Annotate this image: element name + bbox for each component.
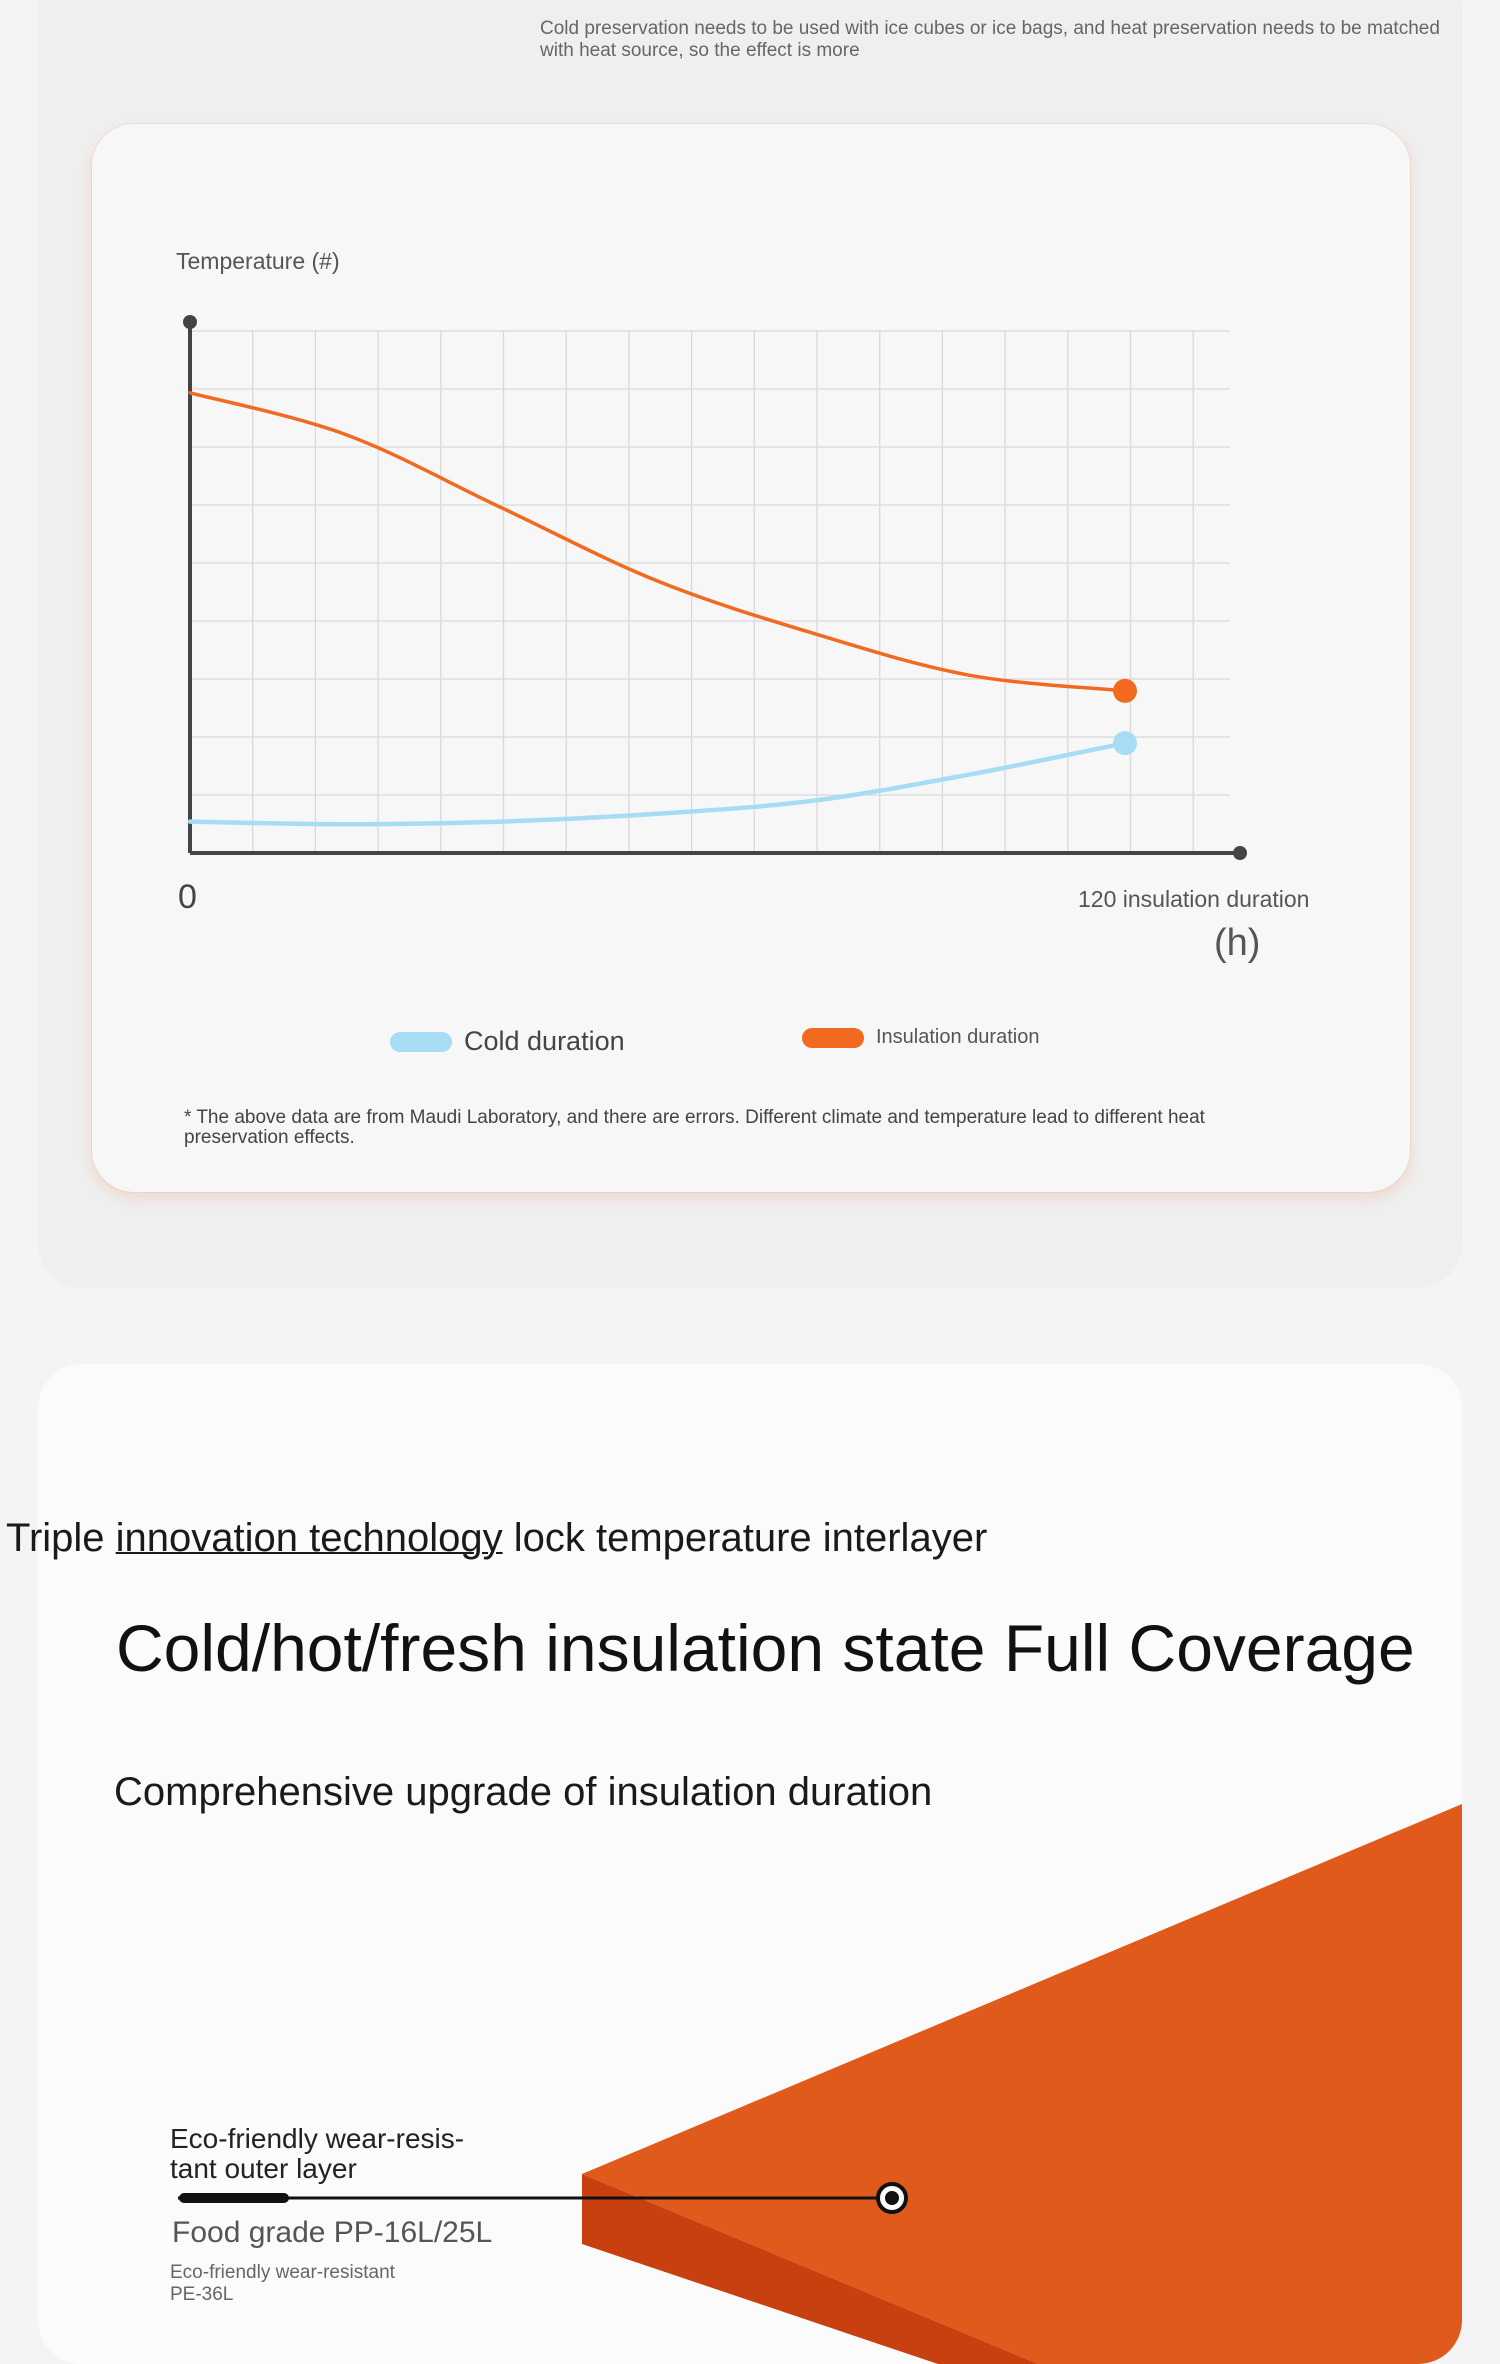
technology-line-pre: Triple [6, 1516, 116, 1560]
interlayer-section [38, 1364, 1462, 2364]
layer-food-grade-label: Food grade PP-16L/25L [172, 2216, 493, 2249]
layer-pe-label: Eco-friendly wear-resistant PE-36L [170, 2262, 395, 2305]
legend-swatch-cold [390, 1031, 452, 1052]
chart-card [92, 124, 1410, 1192]
insulation-end-dot [1113, 678, 1137, 703]
cold-series-line [187, 740, 1128, 827]
technology-line-post: lock temperature interlayer [502, 1516, 988, 1560]
chart-footnote: * The above data are from Maudi Laborato… [184, 1107, 1205, 1148]
x-axis-end-dot [1233, 846, 1247, 860]
legend-cold: Cold duration [390, 1026, 625, 1057]
x-axis-origin-label: 0 [178, 878, 197, 916]
legend-swatch-insulation [802, 1027, 864, 1048]
layer-outer-label: Eco-friendly wear-resis- tant outer laye… [170, 2123, 465, 2184]
temperature-chart [183, 315, 1247, 860]
legend-label-insulation: Insulation duration [876, 1026, 1040, 1048]
insulation-layer-illustration [178, 1804, 1462, 2364]
x-axis-unit: (h) [1214, 922, 1261, 964]
preservation-note: Cold preservation needs to be used with … [540, 18, 1440, 61]
cold-end-dot [1113, 731, 1137, 756]
x-axis-end-label: 120 insulation duration [1078, 886, 1310, 912]
legend-label-cold: Cold duration [464, 1026, 625, 1056]
legend-insulation: Insulation duration [802, 1026, 1039, 1049]
y-axis-end-dot [183, 315, 197, 329]
callout-dot-inner [885, 2191, 899, 2205]
y-axis-label: Temperature (#) [176, 248, 340, 274]
orange-slab-top [582, 1804, 1462, 2364]
insulation-series-line [188, 391, 1127, 693]
technology-line: Triple innovation technology lock temper… [6, 1516, 987, 1561]
section-subtitle: Comprehensive upgrade of insulation dura… [114, 1770, 933, 1814]
orange-slab-side [582, 2174, 1038, 2364]
section-title: Cold/hot/fresh insulation state Full Cov… [116, 1611, 1415, 1685]
technology-line-underlined: innovation technology [115, 1516, 503, 1560]
